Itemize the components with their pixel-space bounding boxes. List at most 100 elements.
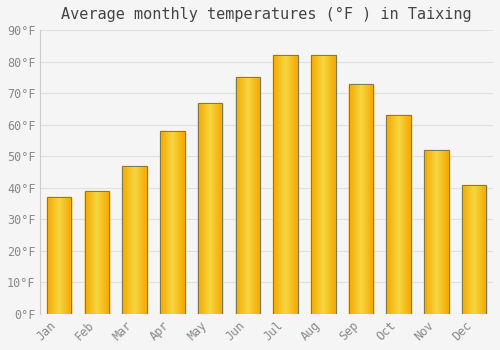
Bar [216,103,217,314]
Bar [465,184,466,314]
Bar [212,103,213,314]
Bar [403,115,404,314]
Bar [424,150,425,314]
Bar [392,115,393,314]
Bar [433,150,434,314]
Bar [479,184,480,314]
Bar [360,84,361,314]
Bar [145,166,146,314]
Bar [402,115,403,314]
Bar [386,115,387,314]
Bar [96,191,97,314]
Bar [168,131,170,314]
Bar [204,103,205,314]
Bar [102,191,103,314]
Bar [207,103,208,314]
Bar [206,103,207,314]
Bar [328,55,329,314]
Bar [239,77,240,314]
Bar [240,77,241,314]
Bar [52,197,53,314]
Bar [329,55,330,314]
Bar [441,150,442,314]
Bar [252,77,254,314]
Bar [316,55,317,314]
Bar [364,84,366,314]
Bar [435,150,436,314]
Bar [50,197,51,314]
Bar [138,166,139,314]
Bar [334,55,335,314]
Bar [173,131,174,314]
Bar [285,55,286,314]
Bar [172,131,173,314]
Bar [354,84,355,314]
Bar [424,150,448,314]
Bar [162,131,163,314]
Bar [289,55,290,314]
Bar [335,55,336,314]
Bar [259,77,260,314]
Bar [160,131,184,314]
Bar [123,166,124,314]
Bar [370,84,371,314]
Bar [106,191,108,314]
Bar [89,191,90,314]
Bar [88,191,89,314]
Bar [215,103,216,314]
Bar [87,191,88,314]
Bar [63,197,64,314]
Bar [358,84,359,314]
Bar [105,191,106,314]
Bar [246,77,247,314]
Bar [125,166,126,314]
Bar [437,150,438,314]
Bar [404,115,405,314]
Bar [348,84,374,314]
Bar [122,166,147,314]
Bar [312,55,313,314]
Bar [140,166,141,314]
Bar [199,103,200,314]
Bar [366,84,367,314]
Bar [397,115,398,314]
Bar [238,77,239,314]
Bar [133,166,134,314]
Bar [254,77,255,314]
Bar [351,84,352,314]
Bar [400,115,401,314]
Bar [371,84,372,314]
Bar [314,55,316,314]
Bar [311,55,336,314]
Bar [163,131,164,314]
Bar [481,184,482,314]
Bar [58,197,59,314]
Bar [60,197,61,314]
Bar [183,131,184,314]
Bar [167,131,168,314]
Bar [198,103,222,314]
Bar [274,55,275,314]
Bar [258,77,259,314]
Bar [244,77,245,314]
Bar [288,55,289,314]
Bar [178,131,179,314]
Bar [86,191,87,314]
Bar [142,166,143,314]
Bar [480,184,481,314]
Bar [484,184,485,314]
Bar [393,115,394,314]
Bar [287,55,288,314]
Bar [129,166,130,314]
Bar [135,166,136,314]
Bar [320,55,321,314]
Bar [221,103,222,314]
Bar [237,77,238,314]
Bar [291,55,292,314]
Bar [69,197,70,314]
Bar [432,150,433,314]
Bar [97,191,98,314]
Bar [317,55,318,314]
Bar [103,191,104,314]
Bar [473,184,474,314]
